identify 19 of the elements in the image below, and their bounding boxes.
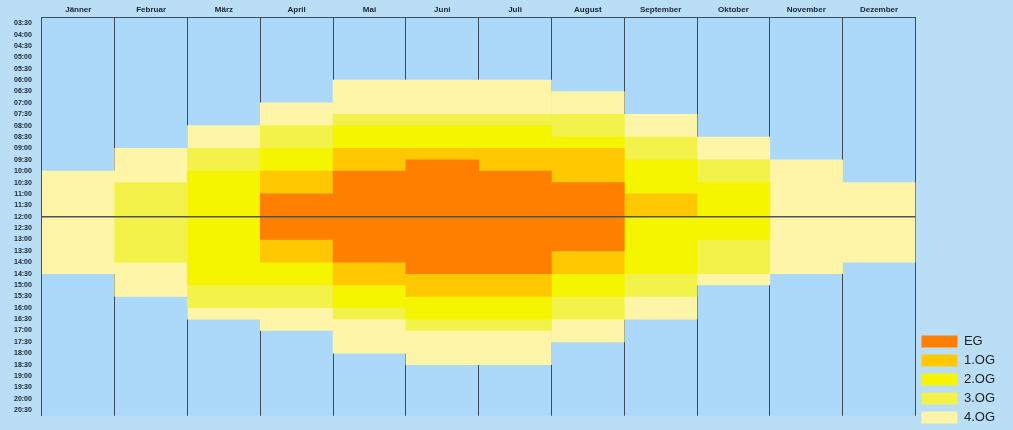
x-tick-label: April — [287, 5, 306, 14]
x-tick-label: Februar — [136, 5, 166, 14]
x-tick-label: Oktober — [718, 5, 749, 14]
x-tick-label: Mai — [362, 5, 377, 14]
legend-label: EG — [963, 333, 983, 349]
x-tick-label: September — [639, 5, 682, 14]
legend-label: 3.OG — [963, 390, 996, 406]
legend-label: 4.OG — [963, 409, 996, 425]
bar — [623, 193, 698, 218]
x-tick-label: Dezember — [859, 5, 899, 14]
x-tick-label: März — [214, 5, 234, 14]
legend-label: 2.OG — [963, 371, 996, 387]
x-tick-label: November — [786, 5, 826, 14]
bar — [114, 182, 188, 263]
x-tick-label: Juli — [508, 5, 522, 14]
x-tick-label: August — [574, 5, 602, 14]
legend-label: 1.OG — [963, 352, 996, 368]
x-tick-label: Jänner — [65, 5, 92, 14]
x-tick-label: Juni — [434, 5, 451, 14]
